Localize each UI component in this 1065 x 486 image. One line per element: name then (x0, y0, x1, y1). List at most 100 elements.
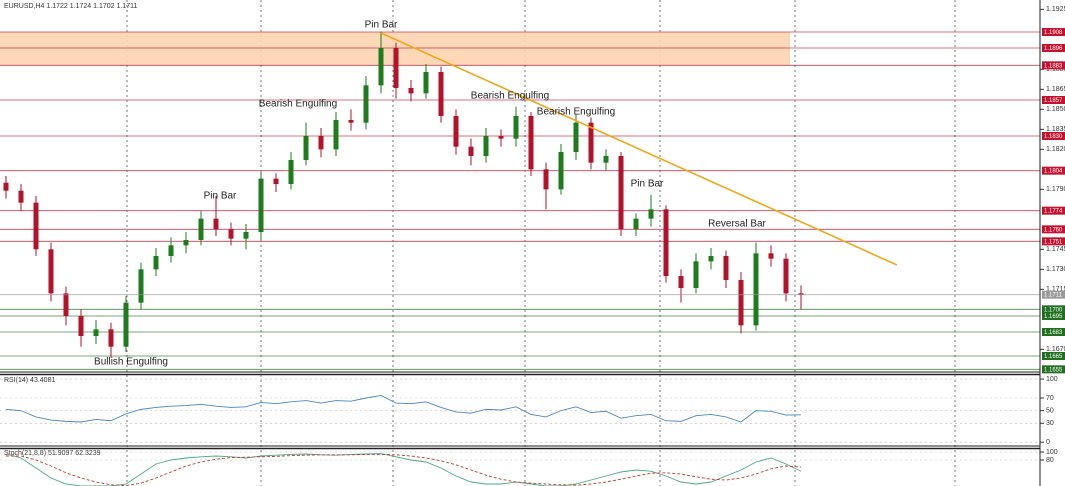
level-label-box (1042, 96, 1065, 104)
y-tick-label: 100 (1046, 376, 1058, 383)
candle-body (168, 245, 174, 256)
rsi-title: RSI(14) 43.4081 (4, 377, 55, 384)
candle-body (798, 293, 804, 295)
y-tick-label: 1.1790 (1046, 186, 1065, 193)
y-tick-label: 50 (1046, 407, 1054, 414)
candle-body (588, 122, 594, 163)
chart-header: EURUSD,H4 1.1722 1.1724 1.1702 1.1711 (4, 3, 137, 10)
indicator-line (6, 453, 802, 486)
candle-body (93, 329, 99, 336)
candle-body (483, 136, 489, 156)
annotation: Pin Bar (365, 20, 398, 31)
indicator-line (5, 453, 802, 486)
level-label: 1.1857 (1044, 98, 1063, 104)
annotation: Reversal Bar (708, 219, 766, 230)
candle-body (288, 160, 294, 184)
level-label-box (1042, 166, 1065, 175)
price-panel: 1.1925 1.1880 1.1865 1.1850 1.1835 1.1820 1.17… (0, 6, 1065, 373)
level-label-box (1042, 312, 1065, 320)
candle-body (633, 218, 639, 230)
level-label: 1.1830 (1044, 134, 1063, 140)
candle-body (108, 329, 114, 347)
annotation: Pin Bar (204, 191, 237, 202)
annotation: Bearish Engulfing (537, 107, 615, 118)
y-tick-label: 1.1880 (1046, 66, 1065, 73)
level-label-box (1042, 225, 1065, 234)
candle-body (228, 229, 234, 239)
level-label-box (1042, 61, 1065, 70)
level-label-box (1042, 206, 1065, 215)
level-label: 1.1695 (1044, 314, 1063, 320)
candle-body (468, 146, 474, 156)
grid-verticals (126, 0, 956, 486)
candle-body (138, 269, 144, 303)
candle-body (18, 190, 24, 203)
candle-body (318, 136, 324, 150)
candle-body (573, 122, 579, 152)
candle-body (618, 156, 624, 230)
candle-body (513, 116, 519, 139)
level-label: 1.1774 (1044, 209, 1063, 215)
candle-body (738, 280, 744, 326)
level-label-box (1042, 237, 1065, 246)
level-label-box (1042, 132, 1065, 140)
candle-body (153, 256, 159, 270)
panel-separators (0, 0, 1041, 486)
candle-body (558, 152, 564, 190)
level-label-box (1042, 44, 1065, 52)
candle-body (408, 88, 414, 94)
y-tick-label: 1.1835 (1046, 126, 1065, 133)
level-label-box (1042, 290, 1065, 299)
level-label: 1.1804 (1044, 169, 1063, 175)
level-label: 1.1883 (1044, 63, 1063, 69)
candle-body (423, 72, 429, 94)
annotation: Pin Bar (631, 179, 664, 190)
y-tick-label: 80 (1046, 457, 1054, 464)
candle-body (543, 169, 549, 190)
y-tick-label: 1.1820 (1046, 146, 1065, 153)
candle-body (3, 182, 9, 191)
level-label: 1.1760 (1044, 227, 1063, 233)
candle-body (333, 120, 339, 150)
y-tick-label: 1.1670 (1046, 346, 1065, 353)
y-tick-label: 1.1865 (1046, 86, 1065, 93)
trend-line (380, 32, 898, 266)
candle-body (33, 202, 39, 250)
candle-body (198, 218, 204, 240)
level-label: 1.1711 (1044, 293, 1063, 299)
level-label-box (1042, 365, 1065, 374)
candle-body (123, 302, 129, 347)
candle-body (48, 249, 54, 294)
y-tick-label: 70 (1046, 395, 1054, 402)
y-tick-label: 1.1745 (1046, 246, 1065, 253)
stoch-title: Stoch(21,8,8) 51.9097 62.3239 (4, 450, 101, 457)
candle-body (258, 178, 264, 232)
candle-body (243, 232, 249, 239)
candle-body (183, 240, 189, 246)
candle-body (453, 116, 459, 147)
annotation: Bearish Engulfing (259, 99, 337, 110)
candle-body (498, 136, 504, 139)
candle-body (303, 136, 309, 160)
candle-body (78, 316, 84, 336)
annotation: Bearish Engulfing (471, 91, 549, 102)
candle-body (363, 85, 369, 123)
level-label: 1.1700 (1044, 307, 1063, 313)
candle-body (648, 209, 654, 219)
y-tick-label: 100 (1046, 449, 1058, 456)
level-label: 1.1751 (1044, 239, 1063, 245)
level-label: 1.1655 (1044, 367, 1063, 373)
y-tick-label: 0 (1046, 439, 1050, 446)
level-label: 1.1896 (1044, 46, 1063, 52)
indicator-line (5, 395, 802, 423)
candle-body (603, 156, 609, 163)
candle-body (378, 48, 384, 86)
candle-body (678, 276, 684, 288)
level-label: 1.1665 (1044, 354, 1063, 360)
candle-body (348, 120, 354, 123)
candle-body (438, 72, 444, 116)
y-tick-label: 1.1925 (1046, 6, 1065, 13)
candle-body (783, 258, 789, 294)
